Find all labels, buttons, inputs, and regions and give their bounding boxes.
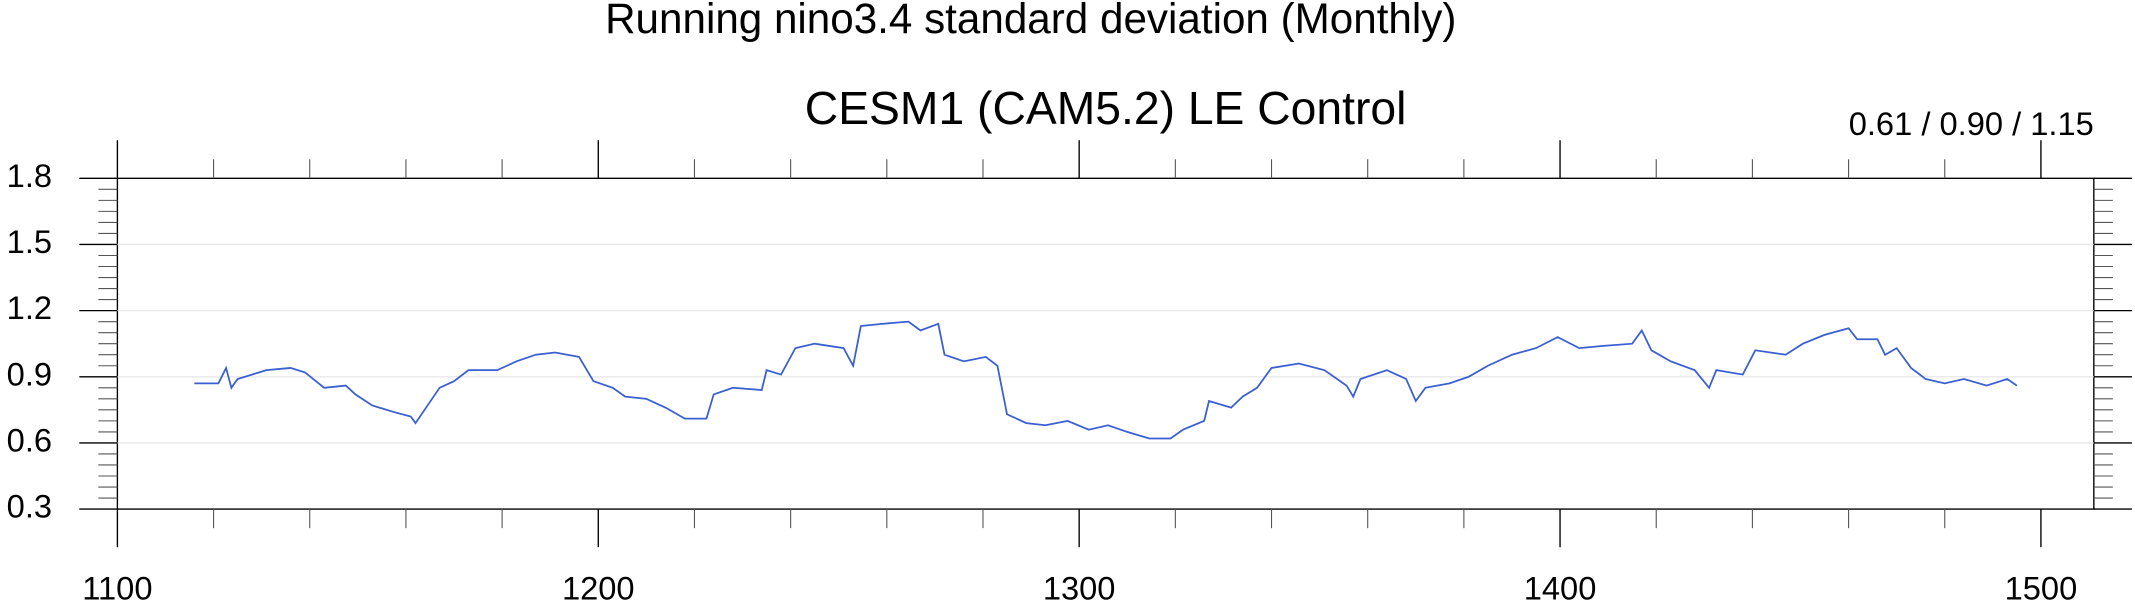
y-tick-label: 1.2	[7, 289, 52, 326]
chart-title: Running nino3.4 standard deviation (Mont…	[605, 0, 1456, 42]
y-tick-label: 0.3	[7, 488, 52, 525]
annotation: 0.61 / 0.90 / 1.15	[1849, 105, 2094, 142]
x-tick-label: 1500	[2005, 569, 2078, 603]
x-tick-label: 1200	[562, 569, 635, 603]
y-tick-label: 1.5	[7, 223, 52, 260]
x-tick-label: 1300	[1043, 569, 1116, 603]
data-line	[194, 320, 2018, 440]
y-tick-label: 0.9	[7, 355, 52, 392]
x-tick-label: 1400	[1524, 569, 1597, 603]
y-tick-label: 0.6	[7, 422, 52, 459]
plot-frame	[116, 177, 2095, 510]
y-tick-label: 1.8	[7, 157, 52, 194]
chart-subtitle: CESM1 (CAM5.2) LE Control	[805, 82, 1407, 134]
x-tick-label: 1100	[82, 569, 152, 603]
